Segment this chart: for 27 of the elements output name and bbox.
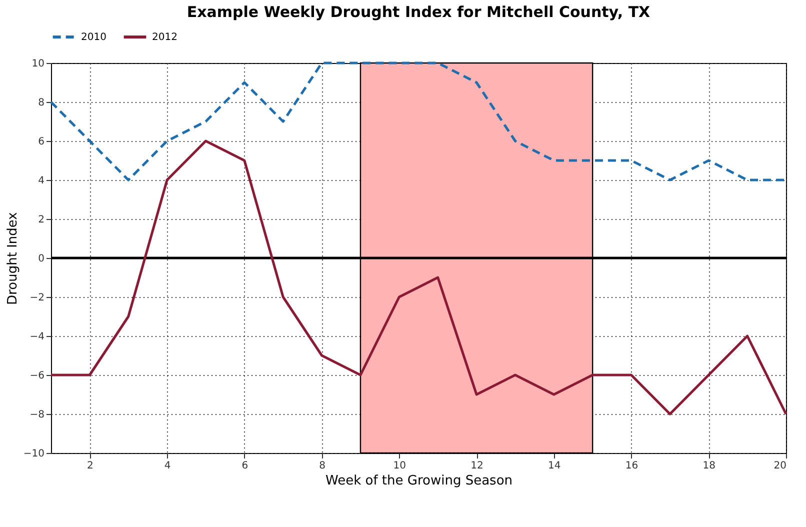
y-tick-label: −10 <box>23 448 44 460</box>
y-tick-label: 10 <box>32 58 44 70</box>
x-tick-label: 4 <box>164 460 171 472</box>
x-tick-label: 10 <box>393 460 406 472</box>
x-tick-label: 6 <box>242 460 248 472</box>
chart-title: Example Weekly Drought Index for Mitchell County, TX <box>186 3 651 21</box>
x-axis-title: Week of the Growing Season <box>325 474 513 488</box>
y-tick-label: 8 <box>38 98 44 108</box>
x-tick-label: 18 <box>702 460 716 472</box>
y-tick-label: 2 <box>38 214 44 226</box>
y-tick-label: 0 <box>38 254 44 264</box>
y-axis-title: Drought Index <box>5 212 20 305</box>
x-tick-label: 20 <box>774 460 786 472</box>
y-tick-label: −8 <box>30 410 44 420</box>
x-tick-label: 12 <box>470 460 484 472</box>
y-tick-label: −6 <box>30 370 44 382</box>
legend-label: 2012 <box>152 32 178 43</box>
y-tick-label: 6 <box>38 136 44 148</box>
y-tick-label: −2 <box>30 292 44 304</box>
line-series <box>50 140 788 416</box>
x-tick-label: 8 <box>319 460 326 472</box>
x-tick-label: 14 <box>548 460 561 472</box>
x-tick-label: 2 <box>86 460 94 472</box>
y-tick-label: 4 <box>38 176 44 186</box>
y-tick-label: −4 <box>30 332 44 342</box>
x-tick-label: 16 <box>625 460 638 472</box>
legend-label: 2010 <box>81 32 106 43</box>
